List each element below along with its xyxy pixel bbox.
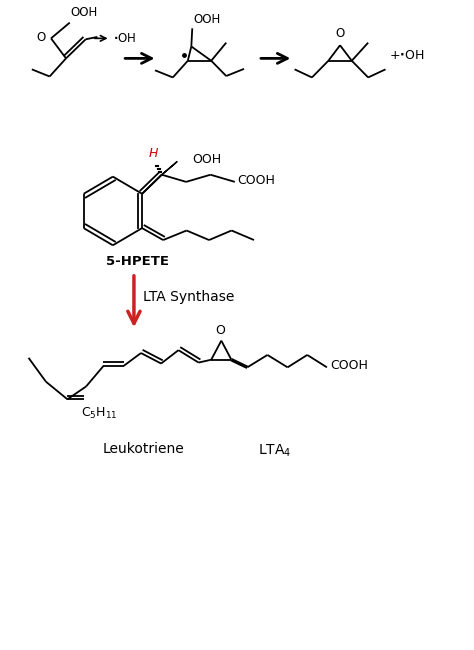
Text: Leukotriene: Leukotriene: [102, 442, 184, 456]
Text: LTA Synthase: LTA Synthase: [143, 290, 235, 304]
Text: OOH: OOH: [71, 6, 98, 20]
Text: OOH: OOH: [194, 13, 221, 26]
Text: $\mathbf{\cdot}$OH: $\mathbf{\cdot}$OH: [113, 32, 136, 45]
Text: O: O: [36, 31, 46, 44]
Text: O: O: [336, 27, 345, 40]
Text: COOH: COOH: [330, 359, 368, 372]
Text: O: O: [215, 324, 225, 337]
Text: H: H: [149, 148, 158, 161]
Text: C$_5$H$_{11}$: C$_5$H$_{11}$: [81, 406, 117, 421]
Polygon shape: [162, 161, 177, 175]
Text: +$\mathbf{\cdot}$OH: +$\mathbf{\cdot}$OH: [389, 49, 425, 62]
Text: COOH: COOH: [237, 174, 275, 187]
Text: OOH: OOH: [192, 153, 221, 166]
Text: LTA$_4$: LTA$_4$: [258, 442, 291, 459]
Text: 5-HPETE: 5-HPETE: [106, 255, 169, 268]
